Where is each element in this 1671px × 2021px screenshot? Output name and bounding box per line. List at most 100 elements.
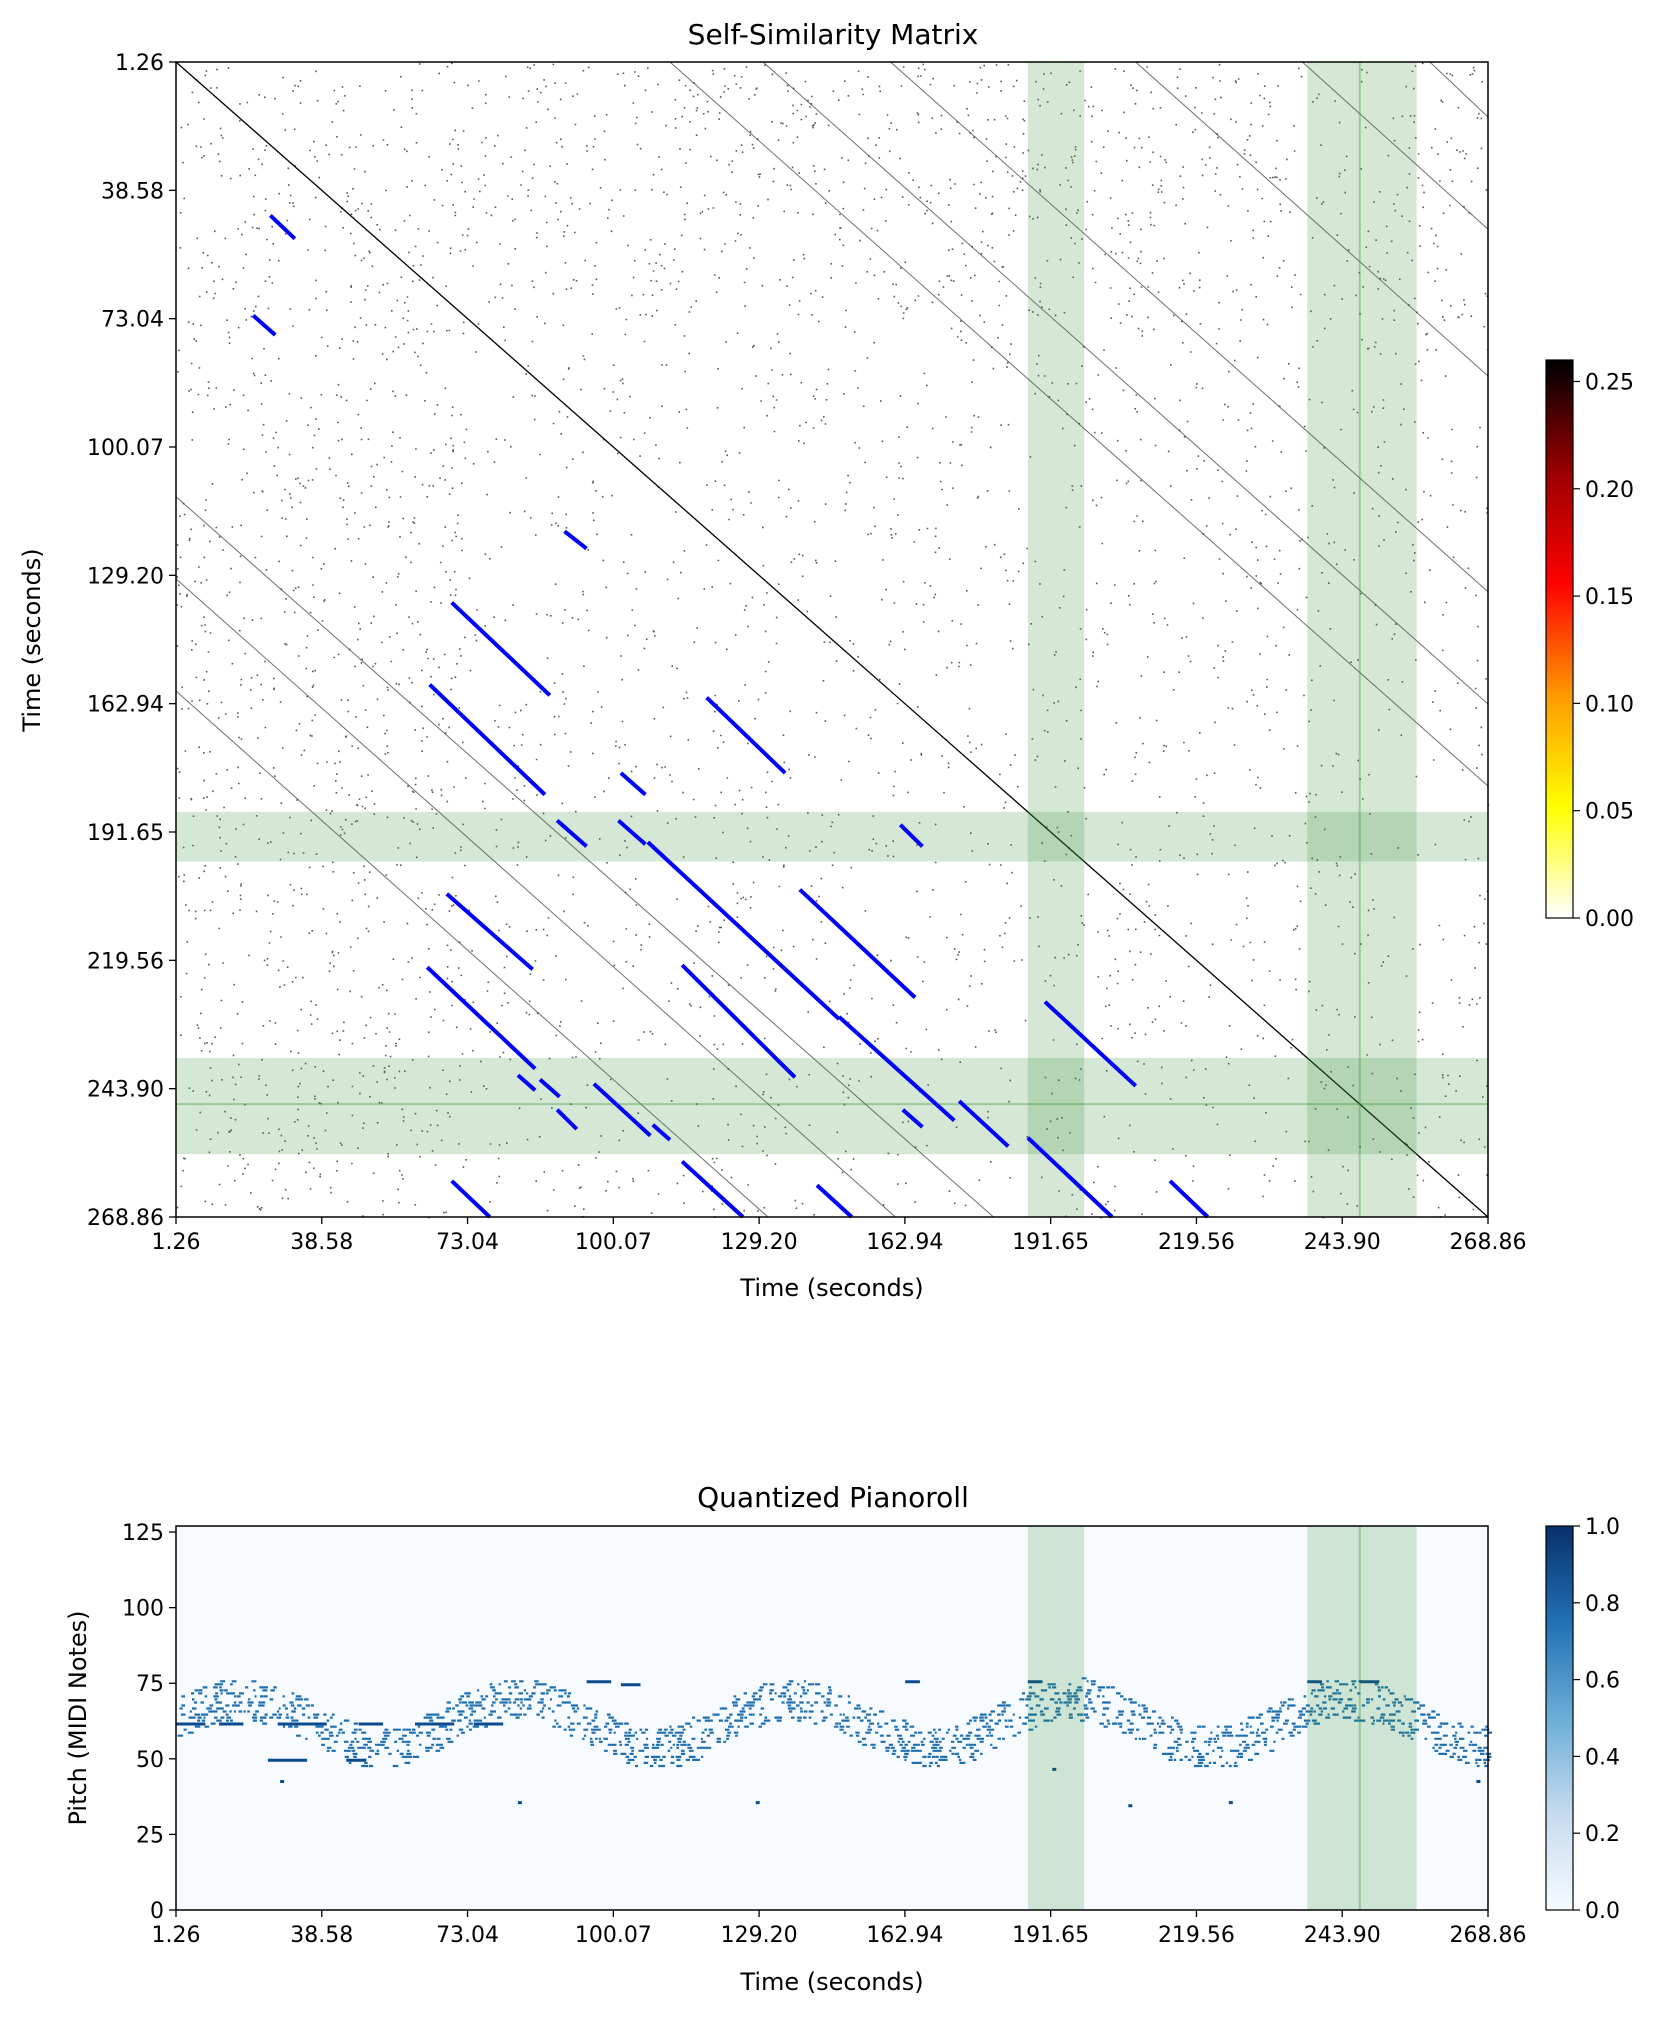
pianoroll-x-tick-label-4: 129.20 bbox=[721, 1923, 798, 1948]
pianoroll-y-tick-label-1: 25 bbox=[136, 1823, 164, 1848]
ssm-repeated-segment-5 bbox=[705, 696, 787, 775]
ssm-repeated-segment-9 bbox=[646, 840, 841, 1021]
pianoroll-note-cells bbox=[177, 1677, 1493, 1768]
ssm-colorbar-tick-label-3: 0.15 bbox=[1585, 585, 1634, 610]
pianoroll-colorbar: 0.0 0.2 0.4 0.6 0.8 1.0 bbox=[1545, 1515, 1620, 1924]
ssm-repeated-segment-27 bbox=[815, 1183, 854, 1219]
ssm-repeated-segment-14 bbox=[680, 963, 797, 1079]
ssm-repeated-segment-0 bbox=[268, 213, 297, 241]
ssm-repeated-segment-8 bbox=[617, 819, 647, 846]
ssm-repeated-segment-11 bbox=[798, 888, 917, 999]
pianoroll-title: Quantized Pianoroll bbox=[697, 1481, 969, 1514]
pianoroll-x-axis-label: Time (seconds) bbox=[739, 1968, 923, 1996]
pianoroll-notes bbox=[176, 1677, 1493, 1808]
pianoroll-colorbar-tick-label-1: 0.2 bbox=[1585, 1822, 1620, 1847]
ssm-colorbar-tick-label-4: 0.20 bbox=[1585, 478, 1634, 503]
ssm-highlight-horizontal-1 bbox=[176, 1057, 1488, 1155]
ssm-repeated-segment-3 bbox=[450, 601, 552, 697]
ssm-repeated-segment-7 bbox=[555, 819, 588, 848]
ssm-main-diagonal bbox=[175, 61, 1489, 1218]
pianoroll-colorbar-tick-label-3: 0.6 bbox=[1585, 1669, 1620, 1694]
ssm-x-tick-label-9: 268.86 bbox=[1450, 1230, 1527, 1255]
pianoroll-colorbar-bar bbox=[1545, 1525, 1574, 1911]
ssm-colorbar: 0.00 0.05 0.10 0.15 0.20 0.25 bbox=[1545, 359, 1634, 932]
ssm-x-tick-label-7: 219.56 bbox=[1158, 1230, 1235, 1255]
pianoroll-colorbar-tick-label-4: 0.8 bbox=[1585, 1592, 1620, 1617]
pianoroll-highlight-0 bbox=[1027, 1526, 1085, 1910]
ssm-x-tick-label-2: 73.04 bbox=[436, 1230, 499, 1255]
ssm-repeated-segments bbox=[251, 213, 1210, 1219]
ssm-repeated-segment-28 bbox=[1168, 1179, 1210, 1219]
ssm-y-tick-label-1: 38.58 bbox=[101, 179, 164, 204]
ssm-repeated-segment-6 bbox=[619, 771, 647, 797]
pianoroll-x-tick-label-5: 162.94 bbox=[866, 1923, 943, 1948]
ssm-streak-5 bbox=[1429, 61, 1489, 118]
pianoroll-plot-area bbox=[175, 1525, 1493, 1911]
ssm-y-axis-label: Time (seconds) bbox=[18, 548, 46, 732]
pianoroll-x-tick-label-9: 268.86 bbox=[1450, 1923, 1527, 1948]
ssm-repeated-segment-23 bbox=[1043, 1000, 1138, 1088]
ssm-x-tick-label-4: 129.20 bbox=[721, 1230, 798, 1255]
ssm-y-tick-label-3: 100.07 bbox=[87, 436, 164, 461]
pianoroll-x-tick-label-1: 38.58 bbox=[290, 1923, 353, 1948]
ssm-streak-2 bbox=[890, 61, 1489, 593]
ssm-repeated-segment-12 bbox=[445, 892, 534, 971]
pianoroll-y-axis: 0 25 50 75 100 125 bbox=[122, 1521, 176, 1924]
ssm-streak-4 bbox=[1302, 61, 1489, 230]
ssm-colorbar-tick-label-1: 0.05 bbox=[1585, 800, 1634, 825]
ssm-repeated-segment-18 bbox=[592, 1082, 652, 1138]
ssm-streak-1 bbox=[762, 61, 1489, 705]
pianoroll-x-axis: 1.26 38.58 73.04 100.07 129.20 162.94 191.65 21… bbox=[152, 1910, 1527, 1948]
ssm-highlight-bands bbox=[176, 62, 1488, 1217]
ssm-highlight-vertical-1 bbox=[1307, 62, 1417, 1217]
ssm-repeated-segment-19 bbox=[555, 1108, 579, 1131]
pianoroll-x-tick-label-6: 191.65 bbox=[1012, 1923, 1089, 1948]
pianoroll-y-tick-label-0: 0 bbox=[150, 1899, 164, 1924]
ssm-repeated-segment-2 bbox=[563, 529, 588, 551]
ssm-repeated-segment-4 bbox=[428, 683, 547, 797]
ssm-repeated-segment-22 bbox=[957, 1099, 1010, 1148]
ssm-colorbar-tick-label-5: 0.25 bbox=[1585, 370, 1634, 395]
ssm-repeated-segment-24 bbox=[1026, 1136, 1114, 1219]
ssm-streak-6 bbox=[175, 496, 994, 1218]
pianoroll-x-tick-label-7: 219.56 bbox=[1158, 1923, 1235, 1948]
ssm-y-tick-label-8: 243.90 bbox=[87, 1078, 164, 1103]
ssm-x-axis: 1.26 38.58 73.04 100.07 129.20 162.94 191.65 21… bbox=[152, 1217, 1527, 1255]
ssm-y-tick-label-7: 219.56 bbox=[87, 949, 164, 974]
ssm-repeated-segment-20 bbox=[651, 1123, 672, 1142]
ssm-repeated-segment-21 bbox=[901, 1108, 924, 1129]
ssm-x-tick-label-3: 100.07 bbox=[575, 1230, 652, 1255]
ssm-highlight-vertical-0 bbox=[1027, 62, 1085, 1217]
ssm-x-tick-label-8: 243.90 bbox=[1304, 1230, 1381, 1255]
ssm-y-tick-label-0: 1.26 bbox=[115, 51, 164, 76]
ssm-repeated-segment-1 bbox=[251, 314, 277, 337]
ssm-x-tick-label-1: 38.58 bbox=[290, 1230, 353, 1255]
ssm-repeated-segment-13 bbox=[425, 965, 537, 1071]
ssm-colorbar-tick-label-0: 0.00 bbox=[1585, 907, 1634, 932]
pianoroll-x-tick-label-3: 100.07 bbox=[575, 1923, 652, 1948]
pianoroll-colorbar-tick-label-0: 0.0 bbox=[1585, 1899, 1620, 1924]
ssm-streak-7 bbox=[175, 578, 896, 1218]
ssm-x-tick-label-6: 191.65 bbox=[1012, 1230, 1089, 1255]
pianoroll-colorbar-ticks: 0.0 0.2 0.4 0.6 0.8 1.0 bbox=[1573, 1515, 1620, 1924]
pianoroll-colorbar-tick-label-5: 1.0 bbox=[1585, 1515, 1620, 1540]
ssm-y-axis: 1.26 38.58 73.04 100.07 129.20 162.94 191.65 21… bbox=[87, 51, 176, 1231]
pianoroll-colorbar-tick-label-2: 0.4 bbox=[1585, 1745, 1620, 1770]
ssm-repeated-segment-25 bbox=[680, 1160, 745, 1219]
ssm-y-tick-label-9: 268.86 bbox=[87, 1206, 164, 1231]
ssm-title: Self-Similarity Matrix bbox=[688, 18, 979, 51]
ssm-x-tick-label-5: 162.94 bbox=[866, 1230, 943, 1255]
pianoroll-x-tick-label-0: 1.26 bbox=[152, 1923, 201, 1948]
ssm-repeated-segment-16 bbox=[516, 1073, 537, 1092]
pianoroll-y-tick-label-5: 125 bbox=[122, 1521, 164, 1546]
pianoroll-frame bbox=[175, 1525, 1489, 1911]
ssm-x-tick-label-0: 1.26 bbox=[152, 1230, 201, 1255]
ssm-colorbar-tick-label-2: 0.10 bbox=[1585, 692, 1634, 717]
pianoroll-y-tick-label-3: 75 bbox=[136, 1672, 164, 1697]
ssm-repeated-segment-26 bbox=[450, 1179, 492, 1219]
ssm-repeated-segment-10 bbox=[898, 823, 924, 848]
ssm-y-tick-label-4: 129.20 bbox=[87, 564, 164, 589]
ssm-off-diagonal-streaks bbox=[175, 61, 1489, 1218]
ssm-streak-8 bbox=[175, 690, 769, 1218]
ssm-frame bbox=[175, 61, 1489, 1218]
